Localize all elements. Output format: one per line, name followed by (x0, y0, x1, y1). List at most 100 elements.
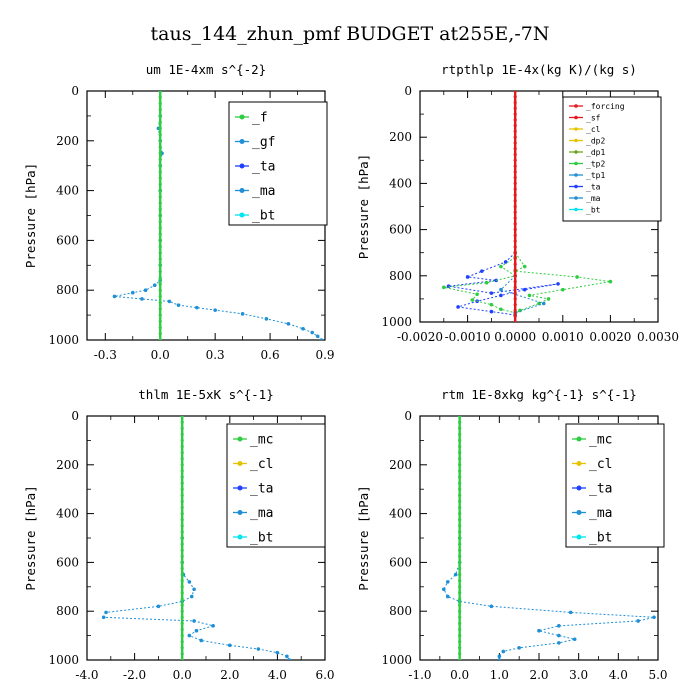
series-point (101, 615, 106, 620)
y-tick-label: 400 (389, 176, 412, 190)
series-point (513, 291, 517, 295)
series-point (192, 619, 196, 623)
series-point (158, 120, 162, 124)
series-point (513, 147, 517, 151)
x-tick-label: 6.0 (315, 668, 334, 682)
x-tick-label: -1.0 (408, 668, 431, 682)
series-point (484, 280, 489, 285)
series-point (513, 204, 517, 209)
legend-entry: _ta (252, 160, 275, 175)
series-point (458, 554, 462, 558)
series-point (499, 293, 503, 298)
series-point (180, 524, 184, 528)
series-point (513, 308, 517, 313)
legend-entry: _ma (252, 184, 275, 199)
series-point (445, 594, 450, 599)
y-tick-label: 600 (56, 555, 79, 569)
series-point (180, 658, 184, 660)
series-point (557, 641, 561, 645)
series-point (180, 597, 184, 601)
series-point (513, 274, 517, 278)
legend-marker (237, 510, 243, 515)
series-point (158, 238, 162, 242)
series-point (513, 297, 517, 301)
series-point (458, 463, 462, 467)
series-point (180, 463, 184, 467)
panels: um 1E-4xm s^{-2} Pressure [hPa] 0 200 400 600… (23, 62, 679, 682)
legend-box (565, 423, 665, 548)
series-point (458, 432, 462, 436)
x-tick-label: 4.0 (268, 668, 287, 682)
y-tick-label: 600 (389, 223, 412, 237)
legend-marker (237, 461, 243, 466)
y-tick-label: 200 (389, 458, 412, 472)
y-axis-label: Pressure [hPa] (356, 154, 371, 259)
plot-area (112, 91, 324, 340)
series-point (112, 294, 117, 299)
series-point (442, 285, 446, 290)
series-point (158, 301, 162, 305)
series-point (513, 91, 517, 93)
x-tick-label: 0.9 (315, 348, 334, 362)
series-point (458, 530, 462, 534)
series-point (572, 637, 577, 642)
y-tick-label: 800 (56, 283, 79, 297)
series-point (513, 279, 517, 284)
series-point (458, 438, 462, 442)
series-point (275, 650, 280, 655)
series-point (458, 634, 462, 638)
series-point (497, 658, 502, 660)
series-point (513, 181, 517, 185)
series-point (158, 232, 162, 236)
series-point (180, 451, 184, 455)
series-point (158, 182, 162, 186)
y-tick-label: 0 (71, 409, 79, 423)
series-point (180, 505, 184, 510)
series-point (575, 275, 579, 279)
legend-entry: _gf (252, 135, 275, 150)
series-point (489, 291, 494, 295)
series-point (180, 615, 184, 619)
series-point (503, 260, 508, 264)
series-point (158, 332, 162, 336)
series-point (287, 658, 292, 660)
series-point (522, 287, 527, 292)
series-point (158, 251, 162, 255)
series-point (458, 652, 462, 656)
series-point (180, 542, 184, 546)
y-tick-label: 400 (56, 184, 79, 198)
series-line (448, 252, 559, 316)
series-point (158, 95, 162, 99)
series-point (453, 572, 458, 577)
legend-marker (574, 138, 578, 143)
legend-entry: _bt (586, 205, 601, 214)
series-point (180, 554, 184, 558)
series-point (458, 518, 462, 522)
series-point (180, 518, 184, 522)
y-tick-label: 400 (389, 507, 412, 521)
x-tick-label: -0.0010 (445, 330, 491, 344)
y-tick-label: 1000 (381, 315, 412, 329)
legend-entry: _bt (589, 531, 612, 546)
series-point (527, 293, 532, 298)
x-tick-label: 0.0 (173, 668, 192, 682)
series-point (458, 646, 462, 650)
series-point (465, 275, 470, 279)
series-point (180, 548, 184, 552)
y-tick-label: 600 (56, 233, 79, 247)
legend-marker (237, 436, 243, 442)
series-point (158, 108, 162, 112)
series-point (158, 91, 162, 93)
series-point (458, 548, 462, 552)
series-point (458, 658, 462, 660)
series-point (180, 621, 184, 626)
panel-title: rtm 1E-8xkg kg^{-1} s^{-1} (441, 387, 637, 402)
x-tick-label: 2.0 (529, 668, 548, 682)
series-point (152, 283, 157, 288)
series-point (458, 609, 462, 613)
series-point (458, 505, 462, 510)
series-point (180, 640, 184, 644)
series-point (458, 560, 462, 565)
series-point (180, 627, 184, 632)
series-point (158, 213, 162, 218)
